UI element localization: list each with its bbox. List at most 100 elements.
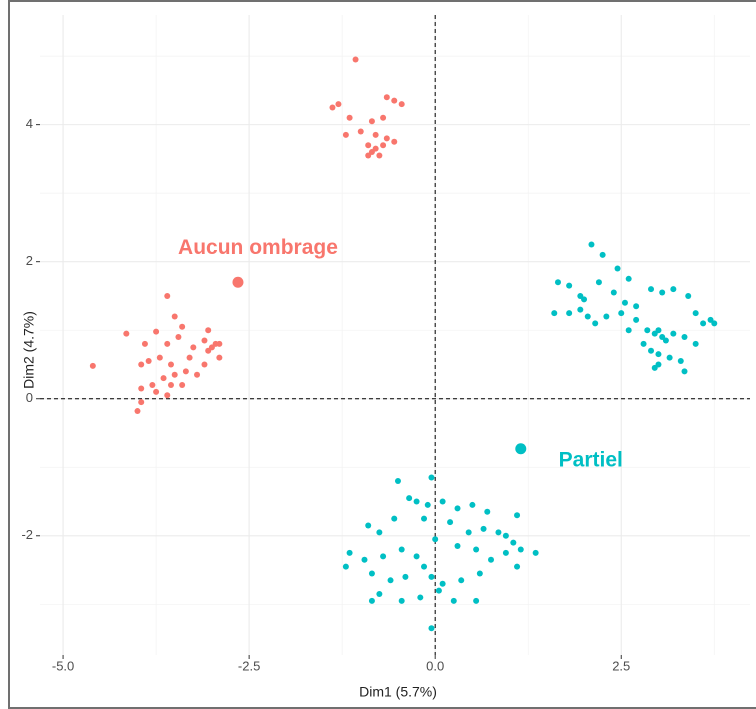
group-label: Aucun ombrage: [178, 236, 338, 259]
point: [476, 570, 483, 577]
x-axis-label: Dim1 (5.7%): [359, 684, 437, 700]
point: [171, 371, 178, 378]
point: [648, 286, 655, 293]
point: [670, 286, 677, 293]
point: [406, 495, 413, 502]
point: [398, 597, 405, 604]
point: [554, 279, 561, 286]
point: [149, 382, 156, 389]
point: [190, 344, 197, 351]
point: [517, 546, 524, 553]
point: [167, 382, 174, 389]
point: [700, 320, 707, 327]
point: [329, 104, 336, 111]
point: [138, 385, 145, 392]
point: [640, 340, 647, 347]
point: [599, 251, 606, 258]
point: [179, 323, 186, 330]
point: [201, 337, 208, 344]
point: [141, 340, 148, 347]
point: [361, 556, 368, 563]
point: [711, 320, 718, 327]
point: [194, 371, 201, 378]
point: [495, 529, 502, 536]
point: [480, 525, 487, 532]
x-tick-label: 2.5: [612, 658, 630, 673]
point: [566, 282, 573, 289]
point: [428, 573, 435, 580]
point: [383, 135, 390, 142]
point: [346, 114, 353, 121]
point: [179, 382, 186, 389]
point: [625, 327, 632, 334]
point: [633, 303, 640, 310]
point: [421, 515, 428, 522]
point: [368, 570, 375, 577]
frame: [8, 0, 756, 709]
point: [391, 97, 398, 104]
point: [428, 625, 435, 632]
point: [201, 361, 208, 368]
point: [450, 597, 457, 604]
point: [469, 501, 476, 508]
point: [164, 392, 171, 399]
point: [618, 310, 625, 317]
centroid: [232, 276, 244, 288]
point: [138, 399, 145, 406]
point: [685, 292, 692, 299]
y-tick-label: 0: [26, 390, 33, 405]
point: [376, 529, 383, 536]
point: [335, 101, 342, 108]
y-tick-label: -2: [21, 527, 33, 542]
point: [216, 340, 223, 347]
point: [458, 577, 465, 584]
point: [655, 351, 662, 358]
point: [484, 508, 491, 515]
point: [205, 327, 212, 334]
point: [205, 347, 212, 354]
point: [391, 138, 398, 145]
x-tick-label: -5.0: [52, 658, 74, 673]
point: [648, 347, 655, 354]
point: [398, 101, 405, 108]
group-label: Partiel: [559, 448, 623, 471]
point: [421, 563, 428, 570]
point: [621, 299, 628, 306]
point: [89, 362, 96, 369]
point: [164, 292, 171, 299]
point: [625, 275, 632, 282]
point: [365, 152, 372, 159]
point: [659, 289, 666, 296]
point: [502, 549, 509, 556]
point: [644, 327, 651, 334]
y-tick-label: 2: [26, 253, 33, 268]
point: [681, 334, 688, 341]
point: [473, 546, 480, 553]
point: [662, 337, 669, 344]
point: [439, 498, 446, 505]
point: [584, 313, 591, 320]
point: [435, 587, 442, 594]
point: [380, 142, 387, 149]
point: [551, 310, 558, 317]
point: [164, 340, 171, 347]
point: [380, 114, 387, 121]
point: [413, 498, 420, 505]
point: [488, 556, 495, 563]
point: [473, 597, 480, 604]
point: [402, 573, 409, 580]
point: [454, 543, 461, 550]
point: [566, 310, 573, 317]
point: [413, 553, 420, 560]
point: [153, 388, 160, 395]
point: [532, 549, 539, 556]
point: [175, 334, 182, 341]
point: [581, 296, 588, 303]
point: [186, 354, 193, 361]
y-tick-label: 4: [26, 116, 33, 131]
centroid: [515, 443, 527, 455]
x-tick-label: -2.5: [238, 658, 260, 673]
point: [681, 368, 688, 375]
point: [651, 364, 658, 371]
point: [633, 316, 640, 323]
